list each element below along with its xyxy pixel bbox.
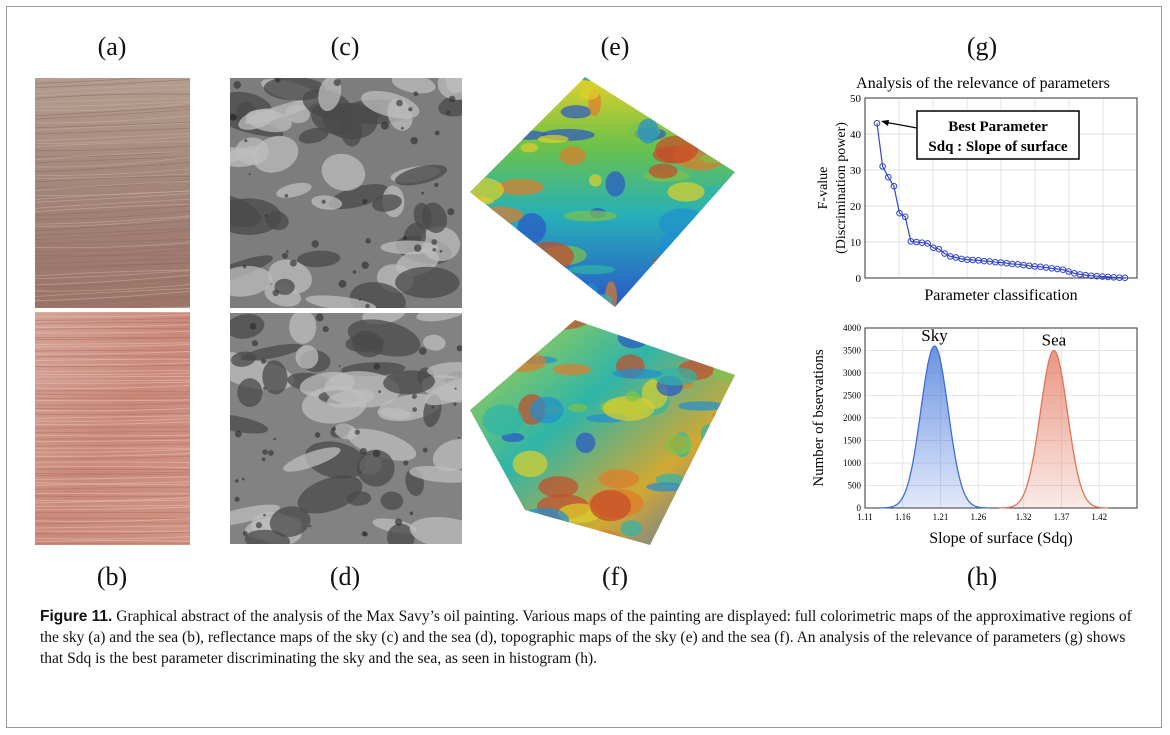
chart-g-series-line [876, 123, 1126, 279]
chart-g-title: Analysis of the relevance of parameters [856, 75, 1110, 92]
reflectance-map-sky [230, 78, 462, 308]
annotation-arrow [883, 121, 918, 129]
reflectance-map-sea [230, 313, 462, 544]
chart-h-xtick-label: 1.37 [1054, 512, 1070, 522]
chart-h-area-sea [999, 350, 1109, 508]
chart-g-point [896, 209, 903, 217]
label-f: (f) [602, 562, 628, 591]
chart-g-point [879, 163, 886, 170]
label-d: (d) [329, 562, 361, 591]
figure-caption: Figure 11. Graphical abstract of the ana… [40, 606, 1135, 669]
chart-g-xlabel: Parameter classification [924, 287, 1077, 304]
label-c: (c) [330, 32, 360, 61]
chart-h-curve-sea [999, 349, 1109, 509]
histogram-chart: 0 500 1000 1500 2000 2500 3000 3500 4000 1.11 1.1… [811, 323, 1138, 547]
chart-h-ytick-label: 3500 [843, 346, 862, 356]
figure-frame [6, 6, 1162, 728]
chart-g-point [941, 250, 948, 257]
chart-g-point [1059, 266, 1067, 274]
colorimetric-map-sky [35, 78, 190, 308]
chart-h-ytick-label: 2500 [843, 391, 862, 401]
chart-g-ytick-label: 40 [850, 129, 862, 141]
chart-h-ytick-label: 2000 [843, 413, 862, 423]
chart-g-point [935, 245, 943, 253]
topographic-map-sea [470, 320, 735, 545]
chart-g-point [1065, 268, 1072, 275]
annotation-line-1: Best Parameter [948, 119, 1048, 135]
chart-h-xtick-label: 1.21 [933, 512, 949, 522]
label-a: (a) [97, 32, 127, 61]
chart-g-point [901, 213, 909, 221]
chart-g-ytick-label: 50 [850, 93, 862, 105]
annotation-arrowhead [881, 120, 889, 126]
chart-h-ylabel: Number of bservations [811, 349, 827, 487]
chart-h-xtick-label: 1.26 [970, 512, 986, 522]
caption-label: Figure 11. [40, 608, 113, 625]
label-g: (g) [966, 32, 998, 61]
topographic-map-sky [470, 77, 735, 307]
chart-g-ylabel-2: (Discrimination power) [834, 122, 849, 254]
chart-g-point [924, 240, 932, 247]
colorimetric-map-sea [35, 312, 190, 545]
chart-h-xtick-label: 1.16 [895, 512, 911, 522]
chart-g-point [890, 182, 898, 190]
chart-g-ytick-label: 10 [850, 237, 862, 249]
chart-h-xtick-label: 1.11 [857, 512, 872, 522]
annotation-box [916, 110, 1080, 160]
chart-h-xtick-label: 1.32 [1016, 512, 1032, 522]
annotation-line-2: Sdq : Slope of surface [928, 139, 1068, 155]
chart-g-ytick-label: 0 [856, 273, 862, 285]
chart-h-ytick-label: 0 [857, 503, 862, 513]
chart-h-xtick-label: 1.42 [1091, 512, 1107, 522]
chart-h-ytick-label: 1500 [843, 436, 862, 446]
chart-g-point [1121, 274, 1129, 282]
chart-g-ytick-label: 30 [850, 165, 862, 177]
chart-h-curve-sky [880, 345, 989, 509]
chart-h-xlabel: Slope of surface (Sdq) [929, 530, 1073, 547]
chart-g-ytick-label: 20 [850, 201, 862, 213]
chart-h-ytick-label: 1000 [843, 458, 862, 468]
chart-h-series-label-sky: Sky [921, 326, 948, 345]
caption-text: Graphical abstract of the analysis of th… [40, 608, 1132, 667]
chart-g-point [873, 119, 881, 127]
chart-g-point [884, 173, 892, 181]
chart-g-ylabel-1: F-value [816, 167, 831, 210]
chart-h-series-label-sea: Sea [1042, 331, 1067, 350]
relevance-chart: Analysis of the relevance of parameters … [816, 75, 1138, 304]
label-e: (e) [600, 32, 630, 61]
chart-h-ytick-label: 4000 [843, 323, 862, 333]
chart-h-ytick-label: 500 [848, 481, 862, 491]
label-b: (b) [96, 562, 128, 591]
chart-g-plot-area [864, 97, 1138, 279]
chart-h-ytick-label: 3000 [843, 368, 862, 378]
label-h: (h) [966, 562, 998, 591]
chart-h-area-sky [880, 346, 989, 508]
